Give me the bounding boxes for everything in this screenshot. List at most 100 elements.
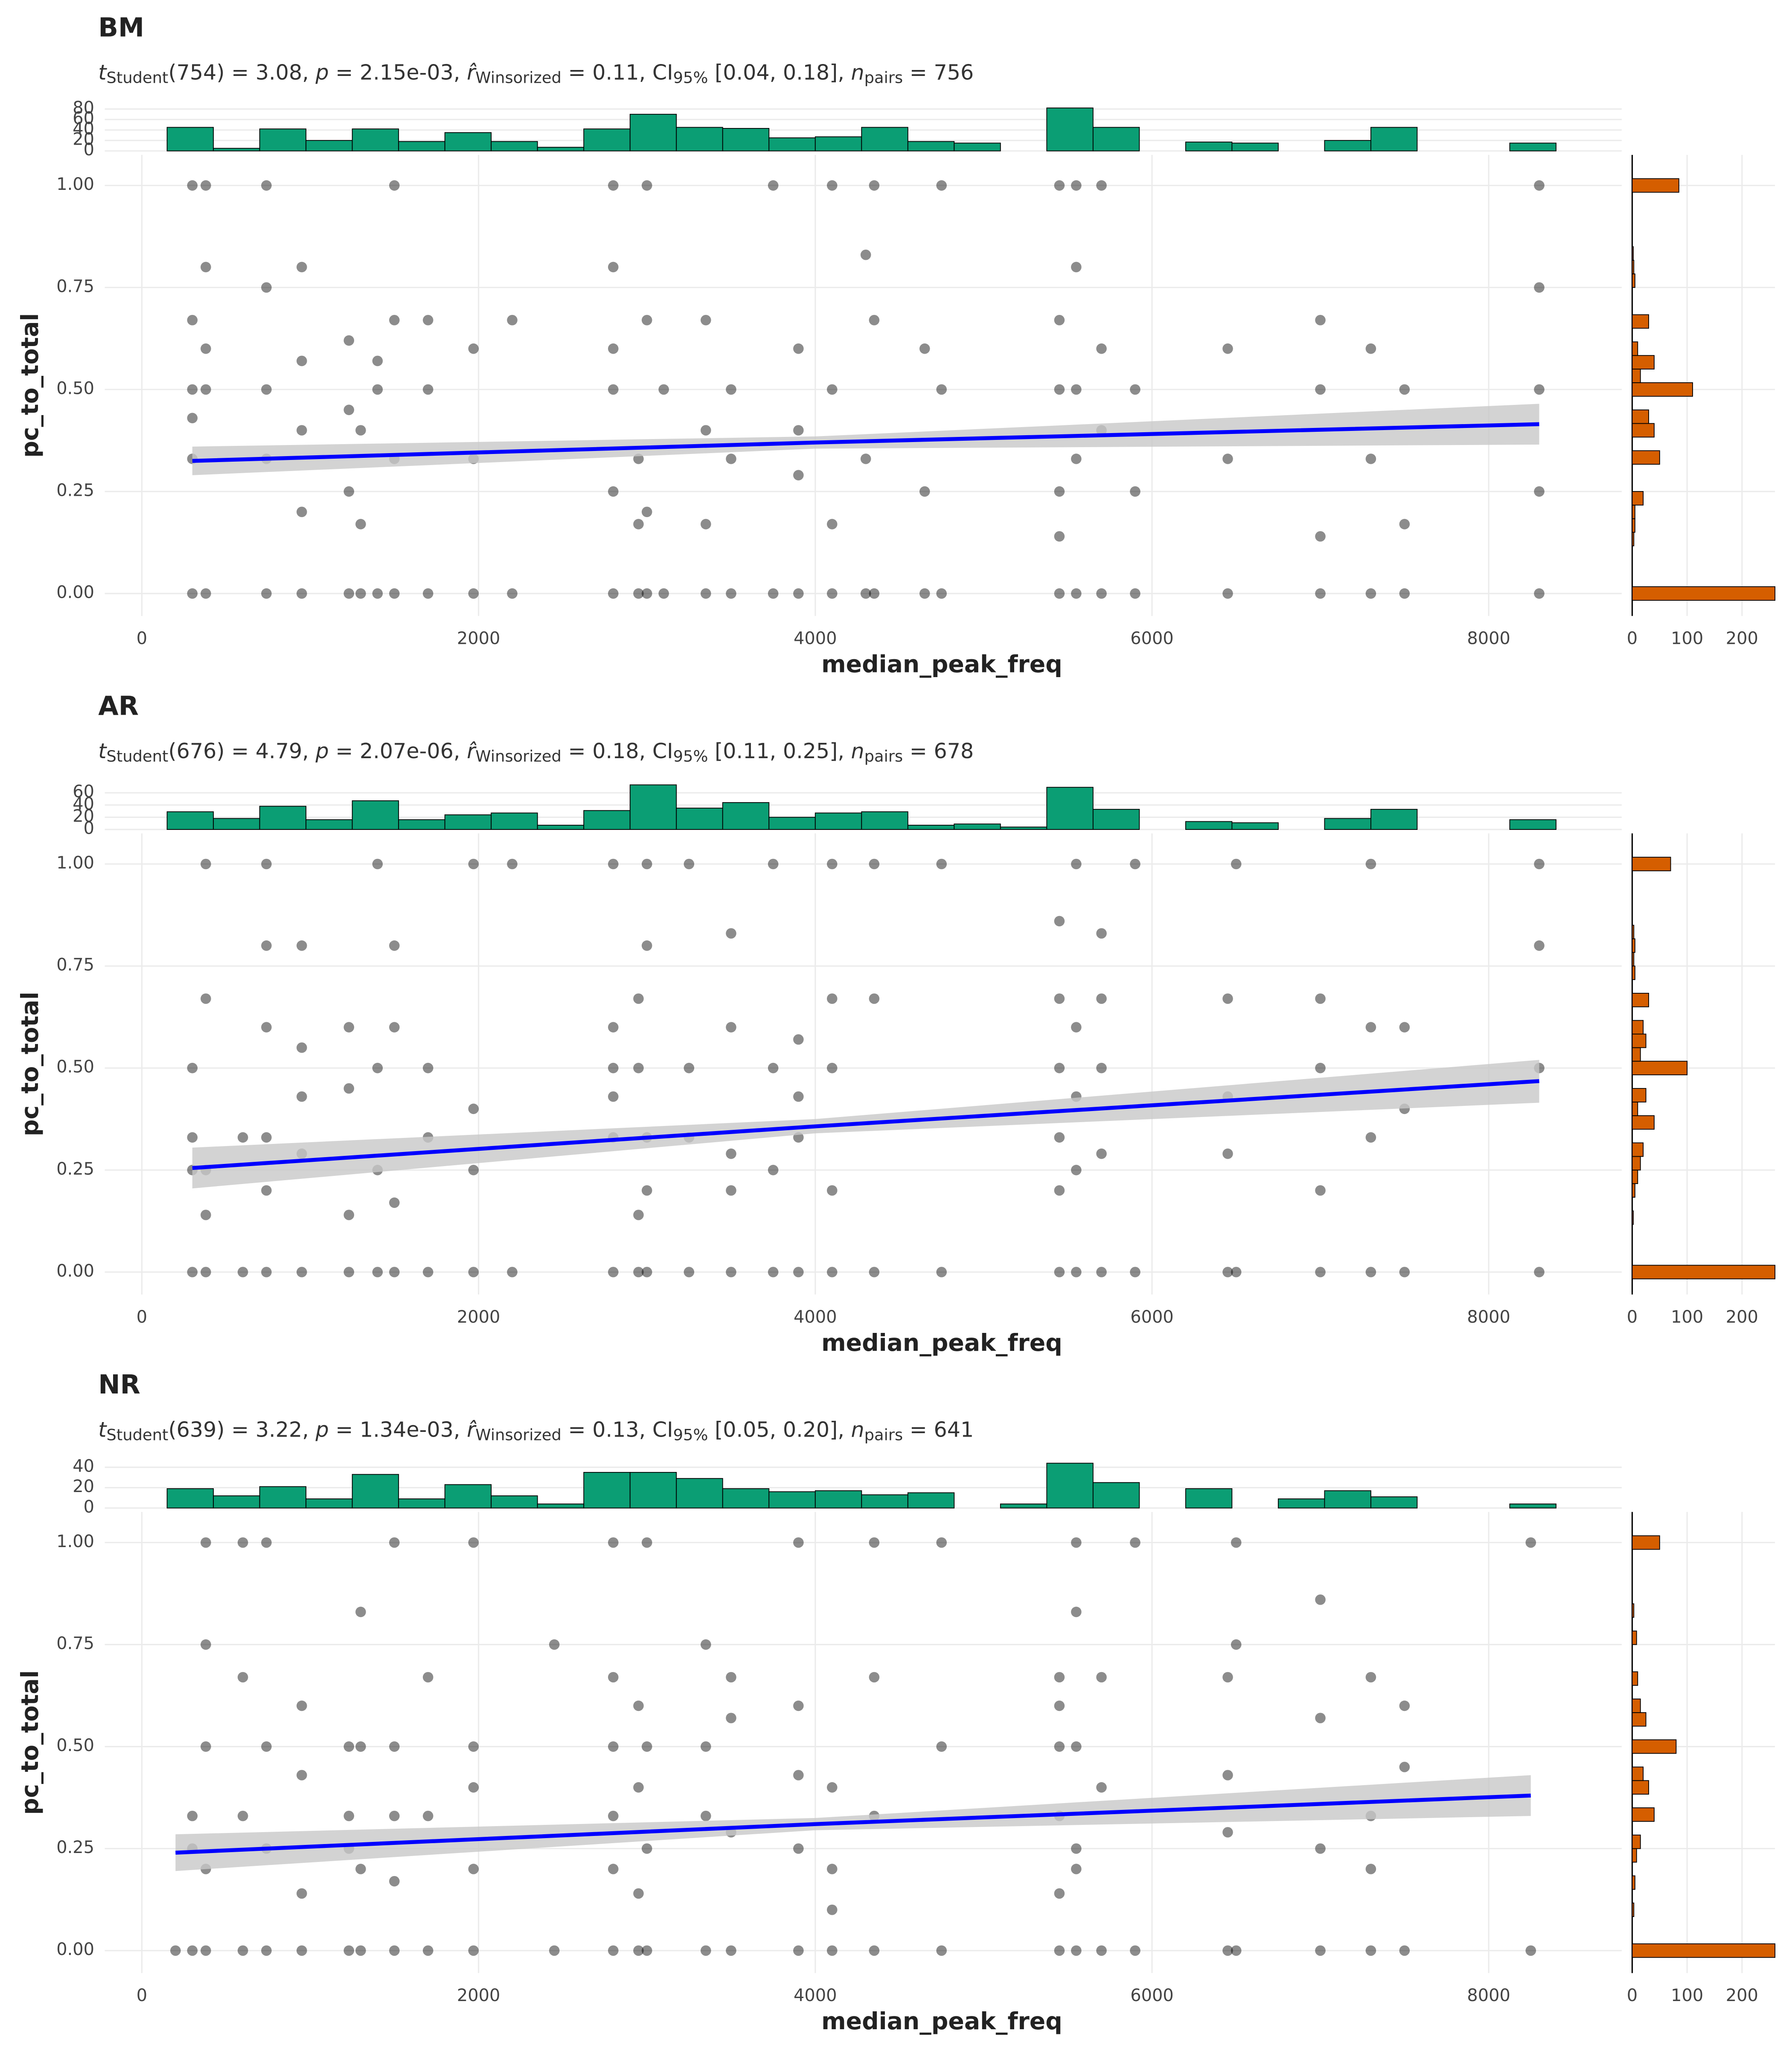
point xyxy=(641,940,652,951)
histogram-bar xyxy=(1092,809,1140,830)
panel: NR tStudent(639) = 3.22, p = 1.34e-03, r̂… xyxy=(17,1370,1776,2035)
subtitle-part: [0.11, 0.25], xyxy=(708,738,851,763)
histogram-bar xyxy=(768,817,816,830)
point xyxy=(726,1713,736,1723)
y-tick-label: 0.75 xyxy=(56,1634,94,1653)
histogram-bar xyxy=(1632,1848,1637,1863)
point xyxy=(936,1267,947,1277)
x-tick-label: 4000 xyxy=(794,1986,837,2005)
histogram-bar xyxy=(1632,1115,1655,1130)
point xyxy=(826,858,838,870)
y-axis-label: pc_to_total xyxy=(17,313,44,458)
point xyxy=(608,1945,619,1956)
point xyxy=(507,858,518,870)
x-tick-label: 0 xyxy=(1627,628,1638,648)
point xyxy=(793,1770,804,1780)
histogram-bar xyxy=(1632,1834,1641,1849)
point xyxy=(936,384,947,395)
point xyxy=(1096,1782,1107,1793)
histogram-bar xyxy=(1632,1780,1649,1795)
point xyxy=(919,486,930,497)
point xyxy=(633,1945,644,1956)
point xyxy=(1222,1945,1233,1956)
point xyxy=(701,1741,711,1752)
point xyxy=(1130,1267,1140,1277)
histogram-bar xyxy=(861,811,908,830)
histogram-bar xyxy=(1632,423,1655,438)
subtitle-part: (754) = 3.08, xyxy=(169,60,316,84)
point xyxy=(372,384,383,395)
point xyxy=(1365,1672,1376,1683)
point xyxy=(261,180,272,191)
point xyxy=(468,343,479,354)
histogram-bar xyxy=(676,808,723,830)
x-tick-label: 100 xyxy=(1671,1307,1703,1327)
point xyxy=(860,454,871,464)
point xyxy=(701,1639,711,1650)
point xyxy=(1096,1062,1107,1073)
point xyxy=(826,1267,838,1277)
point xyxy=(1399,1267,1410,1277)
point xyxy=(826,993,838,1004)
subtitle-part: pairs xyxy=(864,747,903,765)
x-tick-label: 0 xyxy=(137,1307,147,1327)
point xyxy=(869,1672,880,1683)
histogram-bar xyxy=(166,811,214,830)
histogram-bar xyxy=(1046,108,1094,151)
point xyxy=(1071,454,1082,464)
y-tick-label: 40 xyxy=(73,794,94,814)
point xyxy=(1054,486,1065,497)
histogram-bar xyxy=(1632,369,1641,383)
point xyxy=(1399,1700,1410,1711)
point xyxy=(201,262,211,273)
point xyxy=(608,1864,619,1874)
point xyxy=(389,1022,400,1033)
histogram-bar xyxy=(1632,1183,1635,1198)
point xyxy=(201,1945,211,1956)
histogram-bar xyxy=(1632,1603,1635,1618)
point xyxy=(726,1148,736,1159)
point xyxy=(658,588,669,599)
point xyxy=(237,1672,248,1683)
point xyxy=(641,858,652,870)
histogram-bar xyxy=(1509,1503,1556,1509)
subtitle-part: pairs xyxy=(864,1425,903,1444)
point xyxy=(726,454,736,464)
histogram-bar xyxy=(491,141,538,151)
subtitle-part: p xyxy=(315,60,329,84)
point xyxy=(726,1672,736,1683)
point xyxy=(1399,1945,1410,1956)
x-tick-label: 6000 xyxy=(1130,1986,1174,2005)
subtitle-part: 95% xyxy=(673,68,708,87)
point xyxy=(1096,993,1107,1004)
histogram-bar xyxy=(629,1472,677,1509)
point xyxy=(261,940,272,951)
point xyxy=(1365,858,1376,870)
point xyxy=(608,1810,619,1821)
point xyxy=(1071,180,1082,191)
point xyxy=(297,506,307,518)
histogram-bar xyxy=(1632,966,1635,980)
point xyxy=(860,588,871,599)
point xyxy=(1315,1945,1326,1956)
point xyxy=(187,1945,198,1956)
point xyxy=(826,384,838,395)
point xyxy=(633,519,644,529)
point xyxy=(608,1741,619,1752)
point xyxy=(1096,1148,1107,1159)
subtitle-part: = 0.13, CI xyxy=(561,1417,673,1442)
point xyxy=(201,1741,211,1752)
point xyxy=(641,1843,652,1854)
x-tick-label: 4000 xyxy=(794,1307,837,1327)
point xyxy=(389,1945,400,1956)
point xyxy=(343,1210,355,1220)
point xyxy=(201,1210,211,1220)
histogram-bar xyxy=(1632,1699,1641,1713)
subtitle-part: (676) = 4.79, xyxy=(169,738,316,763)
point xyxy=(633,1888,644,1899)
point xyxy=(468,1267,479,1277)
point xyxy=(1071,1864,1082,1874)
point xyxy=(1096,588,1107,599)
point xyxy=(343,404,355,415)
point xyxy=(1054,588,1065,599)
